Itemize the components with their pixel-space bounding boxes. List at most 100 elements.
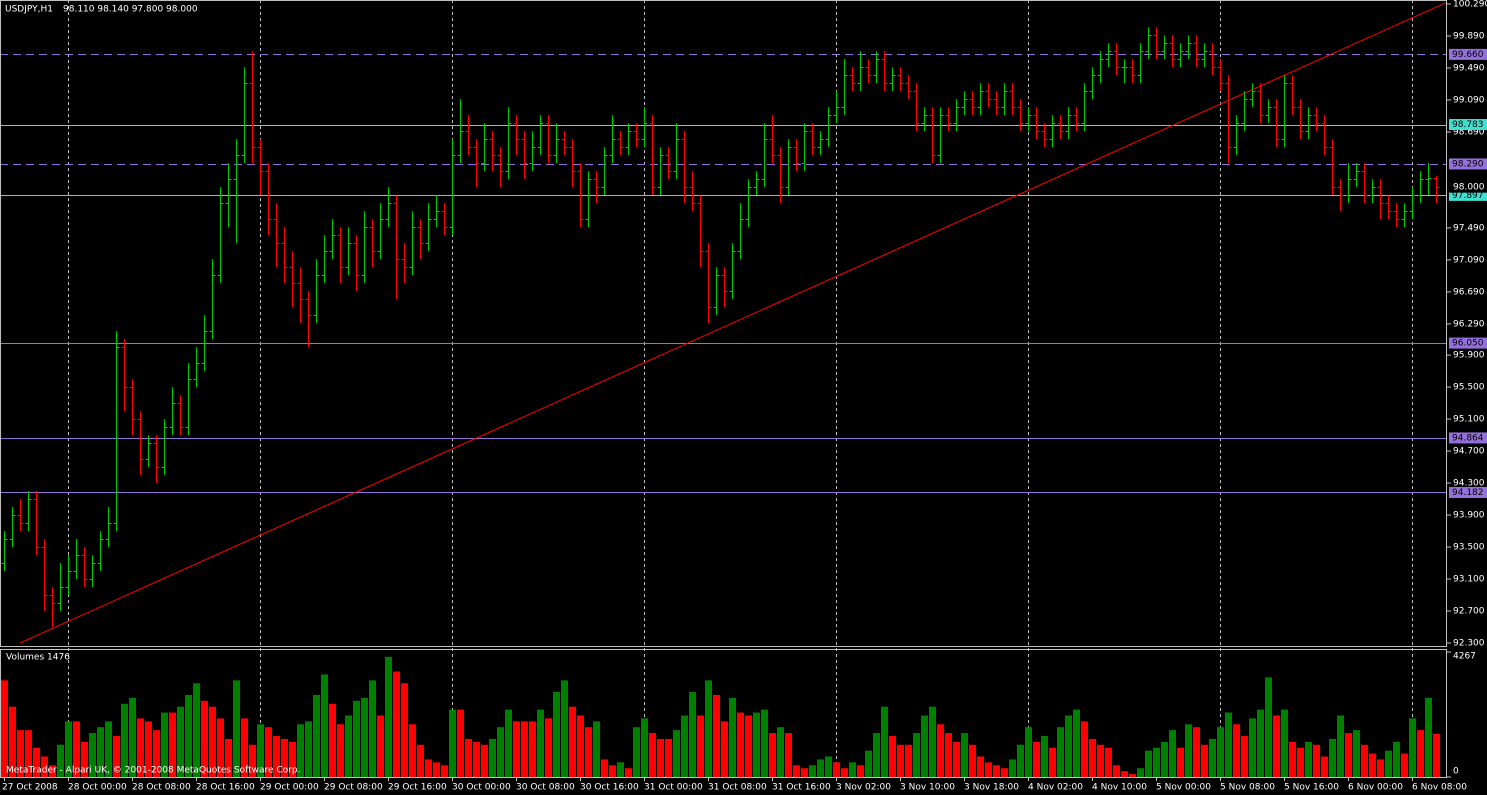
level-label-box (1449, 486, 1487, 498)
x-tick-label: 3 Nov 18:00 (964, 783, 1019, 793)
x-tick-label: 31 Oct 08:00 (708, 783, 767, 793)
volume-bar (833, 762, 840, 777)
volume-bar (1113, 765, 1120, 777)
volume-bar (881, 706, 888, 777)
volume-bar (1025, 727, 1032, 777)
volume-bar (1241, 735, 1248, 777)
volume-bar (505, 709, 512, 777)
level-label: 99.660 (1452, 50, 1484, 60)
volume-bar (497, 727, 504, 777)
volume-bar (297, 724, 304, 777)
volume-bar (617, 762, 624, 777)
volume-bar (193, 683, 200, 777)
level-label-box (1449, 119, 1487, 131)
volume-bar (945, 733, 952, 777)
volume-bar (1193, 727, 1200, 777)
volume-bar (161, 712, 168, 777)
volume-bar (265, 727, 272, 777)
volume-bar (921, 715, 928, 777)
x-tick-label: 5 Nov 00:00 (1156, 783, 1211, 793)
volume-bar (1313, 744, 1320, 777)
volume-bar (289, 741, 296, 777)
volume-bar (817, 759, 824, 777)
volume-bar (1417, 730, 1424, 777)
volume-bar (873, 733, 880, 777)
volume-bar (1049, 747, 1056, 777)
chart-subtitle: 98.110 98.140 97.800 98.000 (63, 5, 198, 15)
volume-bar (569, 706, 576, 777)
volume-bar (169, 712, 176, 777)
volume-bar (1089, 738, 1096, 777)
volume-bar (409, 724, 416, 777)
volume-bar (209, 706, 216, 777)
volume-bar (321, 674, 328, 777)
volume-bar (105, 721, 112, 777)
level-label-box (1449, 432, 1487, 444)
volume-bar (137, 718, 144, 777)
volume-bar (473, 741, 480, 777)
volume-bar (513, 721, 520, 777)
volume-bar (657, 738, 664, 777)
volume-bar (377, 715, 384, 777)
y-tick-label: 96.290 (1453, 319, 1485, 329)
volume-bar (433, 762, 440, 777)
volume-bar (361, 697, 368, 777)
volume-tick-label: 4267 (1453, 652, 1476, 662)
x-tick-label: 5 Nov 16:00 (1284, 783, 1339, 793)
volume-bar (337, 724, 344, 777)
volume-bar (353, 700, 360, 777)
y-tick-label: 96.690 (1453, 287, 1485, 297)
volume-bar (681, 715, 688, 777)
volume-bar (73, 721, 80, 777)
volume-bar (961, 733, 968, 777)
volume-bar (57, 744, 64, 777)
volume-bar (841, 768, 848, 777)
volume-bar (89, 733, 96, 777)
volume-bar (537, 709, 544, 777)
volume-bar (129, 697, 136, 777)
volume-bar (913, 733, 920, 777)
volume-bar (649, 733, 656, 777)
volume-bar (1057, 727, 1064, 777)
volume-bar (25, 730, 32, 777)
volume-bar (1353, 730, 1360, 777)
plot-layer (0, 1, 1447, 644)
x-tick-label: 31 Oct 16:00 (772, 783, 831, 793)
volume-bar (385, 656, 392, 777)
volume-bar (369, 680, 376, 777)
volume-bar (225, 738, 232, 777)
chart-title: USDJPY,H1 (5, 5, 53, 15)
y-tick-label: 94.300 (1453, 479, 1485, 489)
volume-bar (1257, 709, 1264, 777)
volume-bar (1281, 709, 1288, 777)
volume-bar (233, 680, 240, 777)
volume-bar (1209, 738, 1216, 777)
x-tick-label: 3 Nov 02:00 (836, 783, 891, 793)
level-label: 97.897 (1452, 191, 1484, 201)
volume-bar (641, 718, 648, 777)
volume-bar (329, 703, 336, 777)
volume-bar (257, 724, 264, 777)
volume-bar (241, 718, 248, 777)
volume-bar (1145, 750, 1152, 777)
volume-bar (1265, 677, 1272, 777)
y-tick-label: 93.900 (1453, 511, 1485, 521)
volume-bar (529, 721, 536, 777)
volume-bar (1273, 715, 1280, 777)
volume-bar (41, 756, 48, 777)
x-tick-label: 4 Nov 10:00 (1092, 783, 1147, 793)
volume-bar (521, 721, 528, 777)
volume-bar (457, 709, 464, 777)
x-tick-label: 28 Oct 08:00 (132, 783, 191, 793)
volume-bar (665, 738, 672, 777)
volume-bar (897, 744, 904, 777)
volume-bar (993, 765, 1000, 777)
y-tick-label: 97.090 (1453, 255, 1485, 265)
level-label-box (1449, 337, 1487, 349)
volume-bar (185, 694, 192, 777)
level-label: 98.290 (1452, 159, 1484, 169)
volume-bar (1377, 759, 1384, 777)
volume-bar (761, 709, 768, 777)
y-tick-label: 98.690 (1453, 127, 1485, 137)
